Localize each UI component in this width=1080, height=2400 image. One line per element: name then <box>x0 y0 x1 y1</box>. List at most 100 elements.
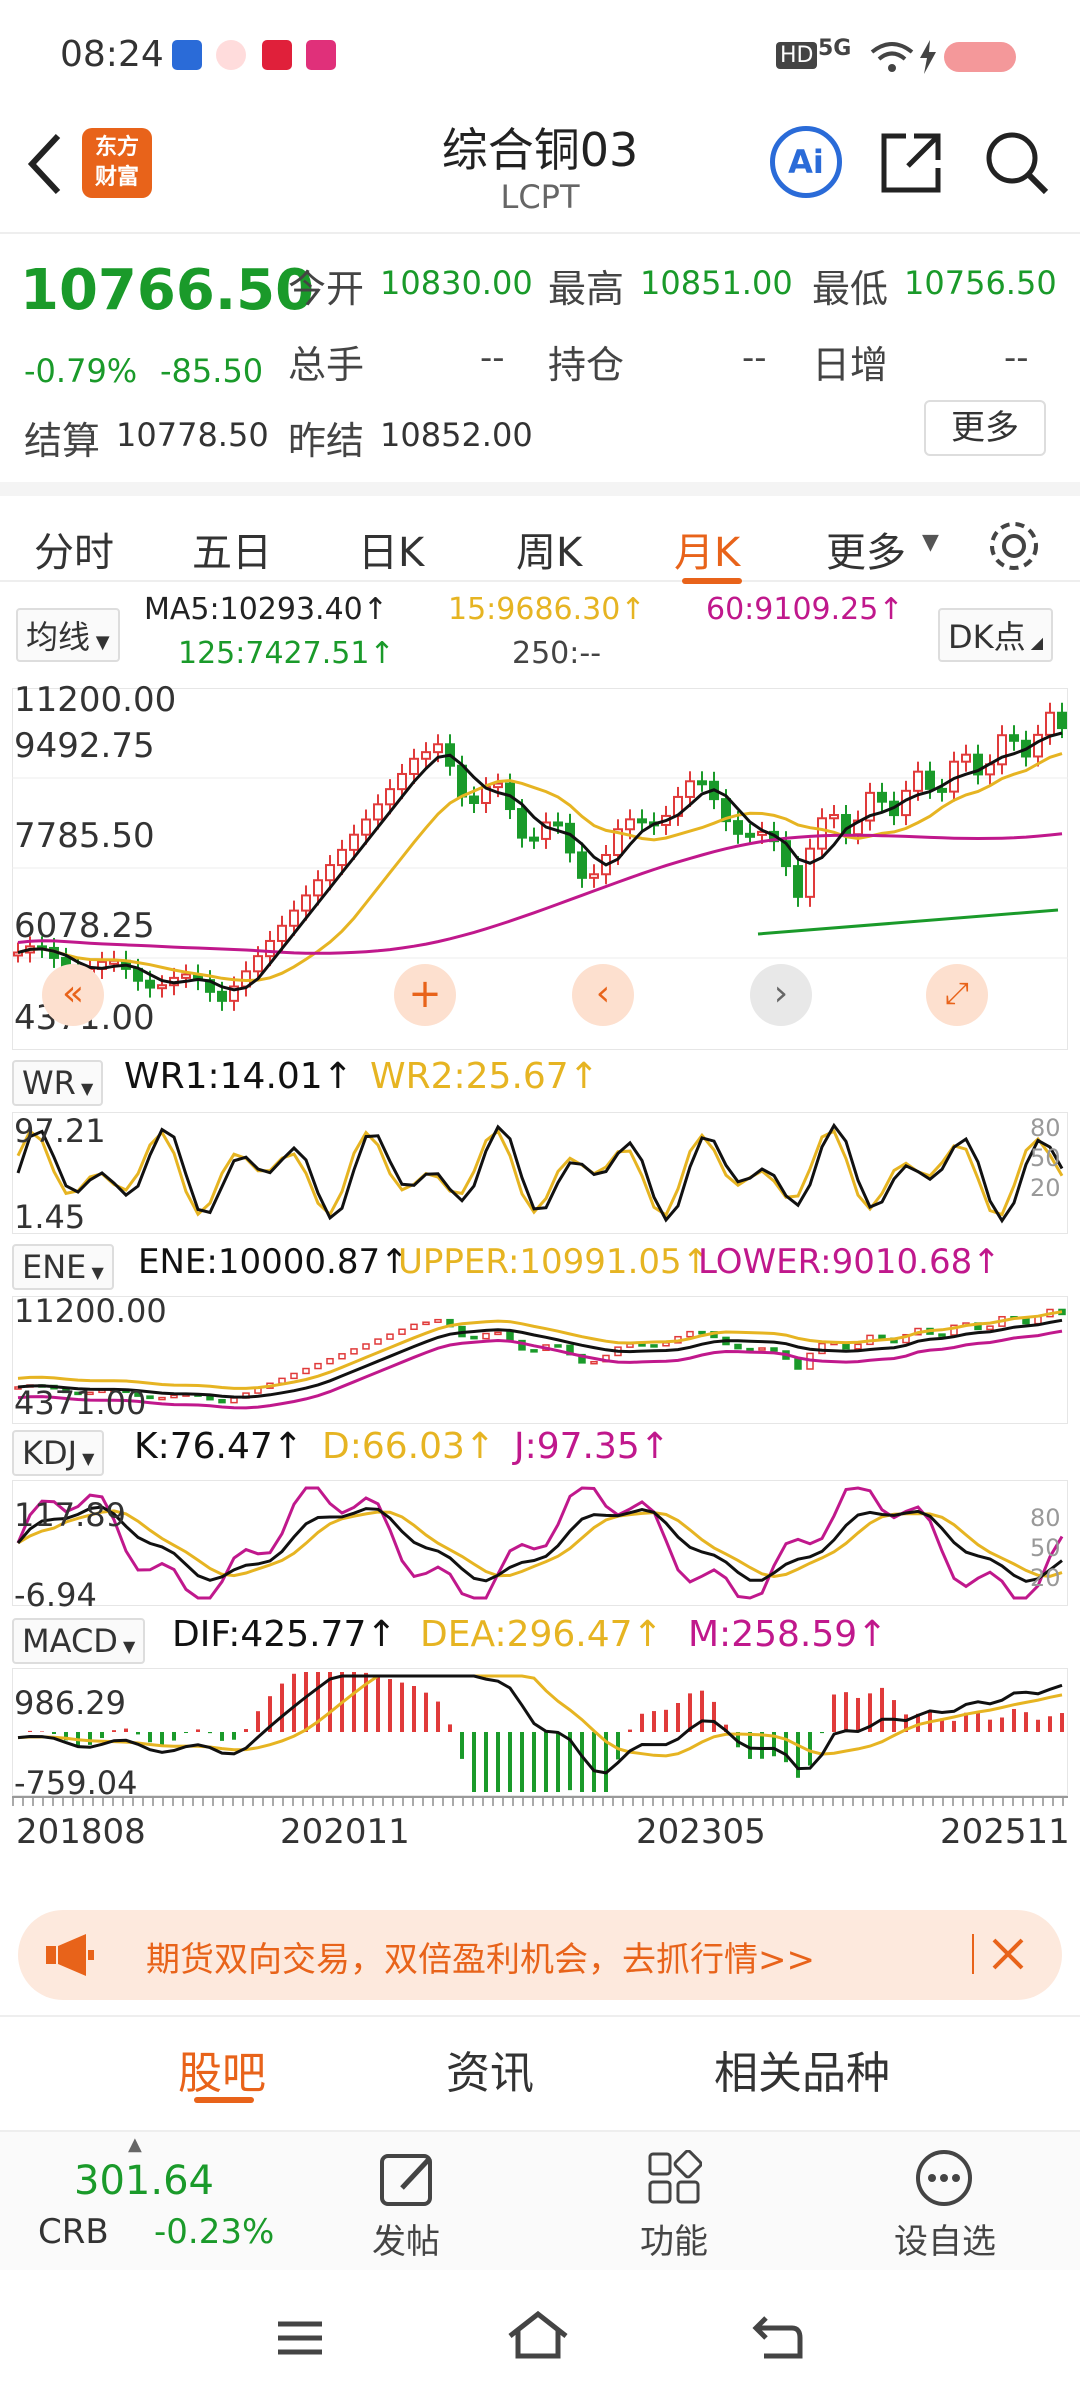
date-axis-ticks <box>12 1796 1068 1806</box>
candle <box>793 865 803 898</box>
kdj-chart[interactable] <box>12 1480 1068 1606</box>
candle <box>865 791 875 822</box>
back-nav-icon[interactable] <box>752 2314 804 2360</box>
candle <box>721 798 731 823</box>
ene-lower-value: LOWER:9010.68↑ <box>698 1242 1001 1282</box>
last-price: 10766.50 <box>20 258 315 323</box>
ma-select[interactable]: 均线 ▼ <box>16 608 120 662</box>
more-button[interactable]: 更多 <box>924 400 1046 456</box>
signal-icon: 5G <box>818 36 852 61</box>
ene-select[interactable]: ENE ▼ <box>12 1244 114 1290</box>
dk-select[interactable]: DK点 ◢ <box>938 608 1054 662</box>
axis-tick: 6078.25 <box>14 906 155 946</box>
ene-chart[interactable] <box>12 1296 1068 1424</box>
search-icon[interactable] <box>982 128 1052 198</box>
tab-five-day[interactable]: 五日 <box>192 530 272 576</box>
close-icon[interactable] <box>990 1936 1026 1972</box>
ene-candle <box>554 1344 562 1348</box>
ma5-value: MA5:10293.40↑ <box>144 592 388 627</box>
scroll-right-icon[interactable]: › <box>750 964 812 1026</box>
ene-candle <box>650 1344 658 1348</box>
tab-daily-k[interactable]: 日K <box>358 530 425 576</box>
macd-m-value: M:258.59↑ <box>688 1614 888 1655</box>
ene-axis-max: 11200.00 <box>14 1292 167 1330</box>
volume-label: 总手 <box>288 343 365 387</box>
home-icon[interactable] <box>506 2310 570 2360</box>
macd-chart[interactable] <box>12 1668 1068 1796</box>
candle <box>421 751 431 760</box>
settings-gear-icon[interactable] <box>986 518 1042 574</box>
menu-icon[interactable] <box>276 2318 324 2358</box>
macd-select[interactable]: MACD ▼ <box>12 1618 146 1664</box>
candle <box>925 770 935 790</box>
wr-level: 20 <box>1030 1174 1061 1202</box>
macd-axis-max: 986.29 <box>14 1684 126 1722</box>
ene-candle <box>854 1343 862 1350</box>
crb-change: -0.23% <box>154 2212 275 2252</box>
promo-banner[interactable]: 期货双向交易，双倍盈利机会，去抓行情>> <box>18 1910 1062 2000</box>
ene-candle <box>230 1397 238 1404</box>
contract-code: LCPT <box>500 178 580 216</box>
tab-indicator <box>194 2097 254 2103</box>
kdj-select[interactable]: KDJ ▼ <box>12 1430 105 1476</box>
candle <box>613 828 623 856</box>
axis-max: 11200.00 <box>14 680 177 720</box>
settle-label: 结算 <box>24 419 101 463</box>
tab-more[interactable]: 更多 <box>826 530 906 576</box>
open-interest-label: 持仓 <box>548 343 625 387</box>
candle <box>457 764 467 798</box>
wr-level: 80 <box>1030 1114 1061 1142</box>
zoom-in-icon[interactable]: + <box>394 964 456 1026</box>
candle <box>529 836 539 842</box>
function-button[interactable]: 功能 <box>626 2132 726 2272</box>
ene-candle <box>398 1328 406 1335</box>
ene-candle <box>494 1331 502 1336</box>
ene-candle <box>410 1323 418 1331</box>
daily-change-label: 日增 <box>812 343 889 387</box>
brand-logo[interactable]: 东方 财富 <box>82 128 152 198</box>
low-label: 最低 <box>812 267 889 311</box>
chart-area[interactable]: 均线 ▼ MA5:10293.40↑ 15:9686.30↑ 60:9109.2… <box>0 584 1080 1884</box>
wr-axis-min: 1.45 <box>14 1198 86 1236</box>
tab-weekly-k[interactable]: 周K <box>516 530 583 576</box>
candle <box>217 990 227 1002</box>
ai-button[interactable]: Ai <box>770 126 842 198</box>
wr1-value: WR1:14.01↑ <box>124 1056 353 1097</box>
ene-candle <box>86 1391 94 1396</box>
candle <box>373 803 383 821</box>
grid-icon <box>648 2150 702 2204</box>
ene-candle <box>506 1331 514 1342</box>
date-label: 202011 <box>280 1812 410 1852</box>
tab-timeshare[interactable]: 分时 <box>34 530 114 576</box>
ene-candle <box>302 1367 310 1375</box>
post-button[interactable]: 发帖 <box>360 2132 460 2272</box>
kdj-d-value: D:66.03↑ <box>322 1426 496 1467</box>
tab-related[interactable]: 相关品种 <box>714 2048 890 2099</box>
candle <box>685 780 695 798</box>
tab-news[interactable]: 资讯 <box>446 2048 534 2099</box>
scroll-left-fast-icon[interactable]: « <box>42 964 104 1026</box>
share-icon[interactable] <box>878 130 944 196</box>
open-value: 10830.00 <box>380 264 533 302</box>
crb-index[interactable]: ▲ 301.64 CRB -0.23% <box>0 2132 274 2272</box>
back-icon[interactable] <box>24 132 64 196</box>
wr-chart[interactable] <box>12 1112 1068 1234</box>
kdj-level: 80 <box>1030 1504 1061 1532</box>
bottom-toolbar: ▲ 301.64 CRB -0.23% 发帖 功能 设自选 <box>0 2130 1080 2270</box>
tab-forum[interactable]: 股吧 <box>178 2048 266 2099</box>
kdj-k-value: K:76.47↑ <box>134 1426 303 1467</box>
candle <box>541 821 551 840</box>
scroll-left-icon[interactable]: ‹ <box>572 964 634 1026</box>
change-value: -85.50 <box>160 352 264 390</box>
edit-icon <box>380 2154 432 2206</box>
tab-monthly-k[interactable]: 月K <box>674 530 741 576</box>
fullscreen-icon[interactable]: ⤢ <box>926 964 988 1026</box>
candle <box>937 787 947 793</box>
kline-chart[interactable] <box>12 688 1068 1050</box>
promo-text[interactable]: 期货双向交易，双倍盈利机会，去抓行情>> <box>146 1940 815 1980</box>
wr-select-label: WR <box>22 1064 76 1102</box>
quote-panel: 10766.50 -0.79% -85.50 今开 10830.00 最高 10… <box>0 232 1080 482</box>
candle <box>325 864 335 882</box>
add-watchlist-button[interactable]: 设自选 <box>878 2132 1018 2272</box>
wr-select[interactable]: WR ▼ <box>12 1060 104 1106</box>
